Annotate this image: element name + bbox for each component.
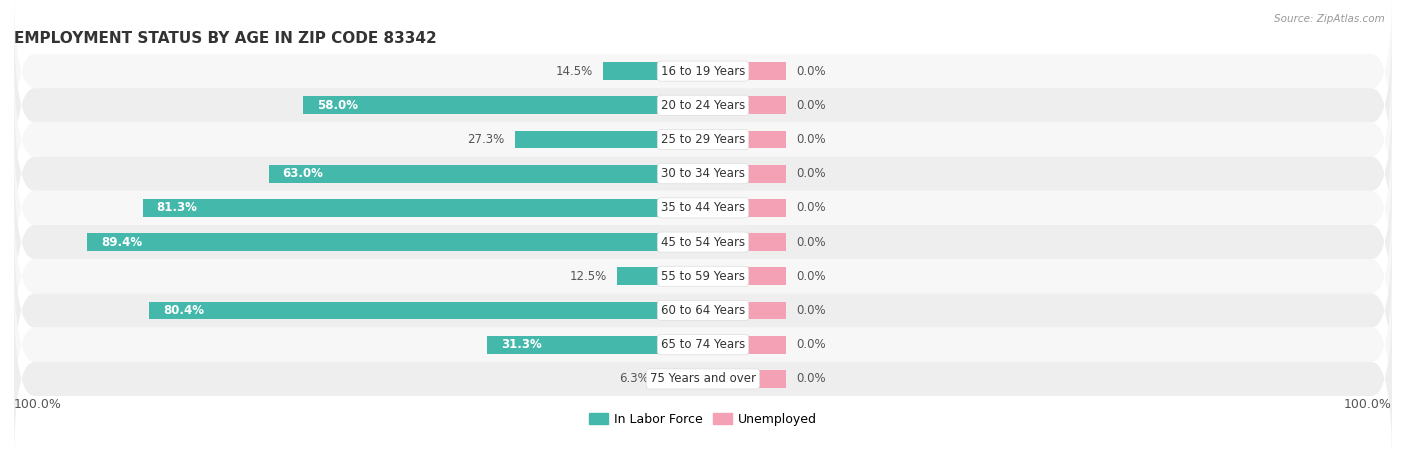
Bar [703,165,786,183]
FancyBboxPatch shape [14,293,1392,450]
Text: 20 to 24 Years: 20 to 24 Years [661,99,745,112]
Text: 6.3%: 6.3% [620,373,650,385]
FancyBboxPatch shape [14,54,1392,225]
FancyBboxPatch shape [14,20,1392,191]
Text: 27.3%: 27.3% [467,133,505,146]
FancyBboxPatch shape [14,191,1392,362]
Text: 81.3%: 81.3% [156,202,198,214]
Text: 0.0%: 0.0% [796,65,825,77]
FancyBboxPatch shape [14,122,1392,293]
Text: 16 to 19 Years: 16 to 19 Years [661,65,745,77]
Bar [703,62,786,80]
Text: 60 to 64 Years: 60 to 64 Years [661,304,745,317]
Bar [603,62,703,80]
Bar [703,199,786,217]
Text: 55 to 59 Years: 55 to 59 Years [661,270,745,283]
FancyBboxPatch shape [14,225,1392,396]
Bar [149,302,703,319]
Text: 0.0%: 0.0% [796,99,825,112]
Bar [703,233,786,251]
Text: 100.0%: 100.0% [1344,398,1392,411]
Text: 14.5%: 14.5% [555,65,593,77]
Text: 80.4%: 80.4% [163,304,204,317]
Bar [143,199,703,217]
Text: 0.0%: 0.0% [796,236,825,248]
Text: 0.0%: 0.0% [796,133,825,146]
Bar [488,336,703,354]
Bar [304,96,703,114]
Text: 0.0%: 0.0% [796,167,825,180]
Text: 12.5%: 12.5% [569,270,606,283]
Bar [515,130,703,148]
Bar [703,96,786,114]
Text: 0.0%: 0.0% [796,270,825,283]
Bar [703,302,786,319]
Bar [87,233,703,251]
FancyBboxPatch shape [14,88,1392,259]
FancyBboxPatch shape [14,157,1392,328]
Text: 25 to 29 Years: 25 to 29 Years [661,133,745,146]
Text: 45 to 54 Years: 45 to 54 Years [661,236,745,248]
Bar [703,267,786,285]
Text: 100.0%: 100.0% [14,398,62,411]
FancyBboxPatch shape [14,259,1392,430]
Bar [659,370,703,388]
Text: Source: ZipAtlas.com: Source: ZipAtlas.com [1274,14,1385,23]
Bar [703,130,786,148]
Bar [703,336,786,354]
Text: 0.0%: 0.0% [796,304,825,317]
Text: 75 Years and over: 75 Years and over [650,373,756,385]
Text: 65 to 74 Years: 65 to 74 Years [661,338,745,351]
Text: 30 to 34 Years: 30 to 34 Years [661,167,745,180]
Bar [269,165,703,183]
Text: 0.0%: 0.0% [796,373,825,385]
Text: 0.0%: 0.0% [796,338,825,351]
Text: 31.3%: 31.3% [501,338,541,351]
FancyBboxPatch shape [14,0,1392,157]
Bar [703,370,786,388]
Text: EMPLOYMENT STATUS BY AGE IN ZIP CODE 83342: EMPLOYMENT STATUS BY AGE IN ZIP CODE 833… [14,31,437,46]
Bar [617,267,703,285]
Text: 35 to 44 Years: 35 to 44 Years [661,202,745,214]
Text: 0.0%: 0.0% [796,202,825,214]
Text: 58.0%: 58.0% [318,99,359,112]
Text: 63.0%: 63.0% [283,167,323,180]
Legend: In Labor Force, Unemployed: In Labor Force, Unemployed [583,408,823,431]
Text: 89.4%: 89.4% [101,236,142,248]
